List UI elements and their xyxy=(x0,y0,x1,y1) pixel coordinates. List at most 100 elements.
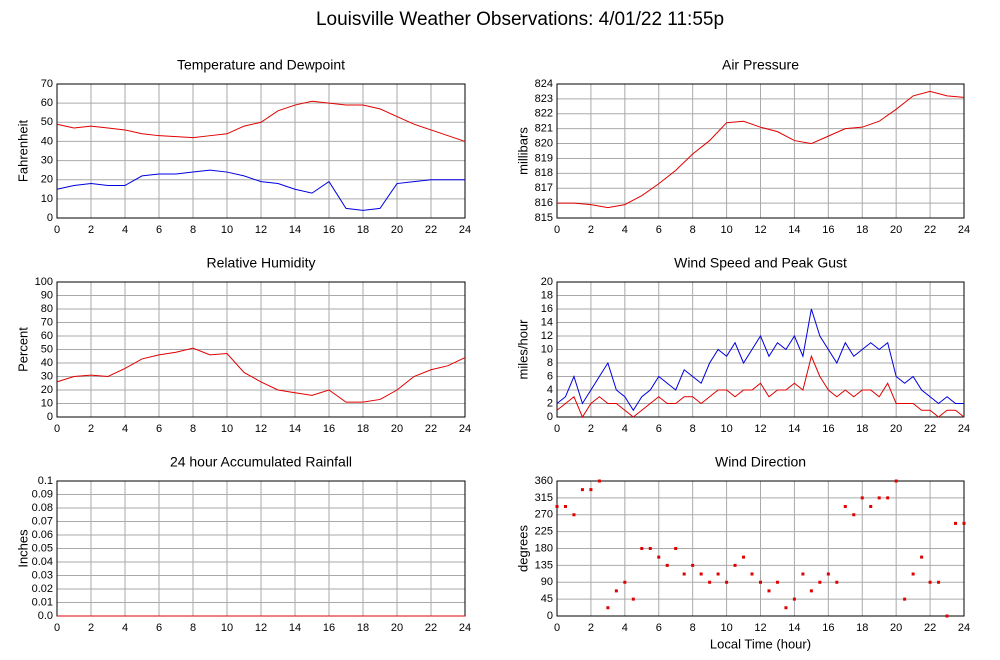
data-point xyxy=(657,555,661,559)
y-tick-label: 20 xyxy=(41,174,53,186)
data-point xyxy=(877,496,881,500)
y-tick-label: 10 xyxy=(541,343,553,355)
y-tick-label: 18 xyxy=(541,289,553,301)
y-tick-label: 225 xyxy=(535,526,553,538)
x-tick-label: 10 xyxy=(720,622,732,634)
y-tick-label: 30 xyxy=(41,370,53,382)
data-point xyxy=(759,580,762,584)
x-tick-label: 8 xyxy=(190,224,196,236)
y-tick-label: 0.05 xyxy=(32,542,53,554)
data-point xyxy=(826,572,830,576)
data-point xyxy=(708,580,712,584)
y-tick-label: 823 xyxy=(535,93,553,105)
data-point xyxy=(809,589,813,593)
x-tick-label: 12 xyxy=(255,423,267,435)
y-tick-label: 8 xyxy=(547,357,553,369)
y-tick-label: 0 xyxy=(547,411,553,423)
y-tick-label: 0.02 xyxy=(32,583,53,595)
chart-title: Temperature and Dewpoint xyxy=(177,57,345,73)
y-tick-label: 6 xyxy=(547,370,553,382)
x-tick-label: 20 xyxy=(890,622,902,634)
x-tick-label: 6 xyxy=(656,423,662,435)
x-tick-label: 22 xyxy=(425,423,437,435)
x-tick-label: 14 xyxy=(289,622,301,634)
data-point xyxy=(750,572,754,576)
x-tick-label: 24 xyxy=(459,224,471,236)
x-tick-label: 16 xyxy=(822,224,834,236)
y-tick-label: 60 xyxy=(41,330,53,342)
x-tick-label: 24 xyxy=(459,423,471,435)
data-point xyxy=(801,572,805,576)
x-tick-label: 22 xyxy=(924,622,936,634)
chart-title: Air Pressure xyxy=(722,57,799,73)
y-tick-label: 0.03 xyxy=(32,569,53,581)
x-tick-label: 24 xyxy=(958,224,970,236)
x-tick-label: 20 xyxy=(890,423,902,435)
chart-title: 24 hour Accumulated Rainfall xyxy=(170,454,352,470)
x-tick-label: 4 xyxy=(122,224,128,236)
x-tick-label: 20 xyxy=(890,224,902,236)
data-point xyxy=(555,505,559,508)
y-tick-label: 270 xyxy=(535,509,553,521)
y-tick-label: 0.04 xyxy=(32,556,53,568)
plot-frame xyxy=(56,83,466,219)
x-tick-label: 22 xyxy=(924,224,936,236)
y-tick-label: 0.01 xyxy=(32,596,53,608)
y-tick-label: 90 xyxy=(541,576,553,588)
y-tick-label: 12 xyxy=(541,330,553,342)
y-tick-label: 4 xyxy=(547,384,553,396)
y-tick-label: 30 xyxy=(41,154,53,166)
y-tick-label: 0 xyxy=(547,610,553,622)
x-tick-label: 4 xyxy=(622,423,628,435)
y-tick-label: 70 xyxy=(41,316,53,328)
data-point xyxy=(911,572,915,576)
y-tick-label: 2 xyxy=(547,397,553,409)
x-tick-label: 8 xyxy=(190,622,196,634)
data-point xyxy=(818,580,822,584)
data-point xyxy=(691,563,695,567)
x-tick-label: 10 xyxy=(221,224,233,236)
data-point xyxy=(623,580,627,584)
y-tick-label: 816 xyxy=(535,197,553,209)
y-tick-label: 135 xyxy=(535,559,553,571)
x-tick-label: 12 xyxy=(754,423,766,435)
data-point xyxy=(869,505,873,508)
x-tick-label: 8 xyxy=(690,622,696,634)
x-tick-label: 16 xyxy=(323,224,335,236)
y-tick-label: 0 xyxy=(47,411,53,423)
y-tick-label: 0.1 xyxy=(38,475,53,487)
x-tick-label: 12 xyxy=(754,622,766,634)
y-tick-label: 40 xyxy=(41,135,53,147)
data-point xyxy=(742,555,746,559)
data-point xyxy=(606,606,610,610)
x-tick-label: 18 xyxy=(357,224,369,236)
x-tick-label: 16 xyxy=(822,622,834,634)
x-tick-label: 14 xyxy=(788,622,800,634)
page-title: Louisville Weather Observations: 4/01/22… xyxy=(316,9,724,30)
y-tick-label: 0.07 xyxy=(32,515,53,527)
y-axis-label: Percent xyxy=(15,327,30,372)
plot-frame xyxy=(56,281,466,418)
data-point xyxy=(699,572,703,576)
x-tick-label: 20 xyxy=(391,622,403,634)
plot-frame xyxy=(556,83,965,219)
series-line xyxy=(556,354,965,419)
x-tick-label: 22 xyxy=(425,224,437,236)
x-tick-label: 14 xyxy=(788,423,800,435)
data-point xyxy=(674,547,678,550)
x-tick-label: 4 xyxy=(622,622,628,634)
x-tick-label: 18 xyxy=(856,423,868,435)
y-tick-label: 45 xyxy=(541,593,553,605)
y-tick-label: 0.09 xyxy=(32,488,53,500)
y-tick-label: 315 xyxy=(535,492,553,504)
y-tick-label: 0 xyxy=(47,212,53,224)
data-point xyxy=(716,572,720,576)
x-tick-label: 10 xyxy=(720,423,732,435)
y-tick-label: 20 xyxy=(41,384,53,396)
x-tick-label: 0 xyxy=(54,622,60,634)
data-point xyxy=(640,547,644,550)
y-tick-label: 90 xyxy=(41,289,53,301)
y-tick-label: 818 xyxy=(535,167,553,179)
x-tick-label: 2 xyxy=(588,224,594,236)
x-tick-label: 12 xyxy=(754,224,766,236)
